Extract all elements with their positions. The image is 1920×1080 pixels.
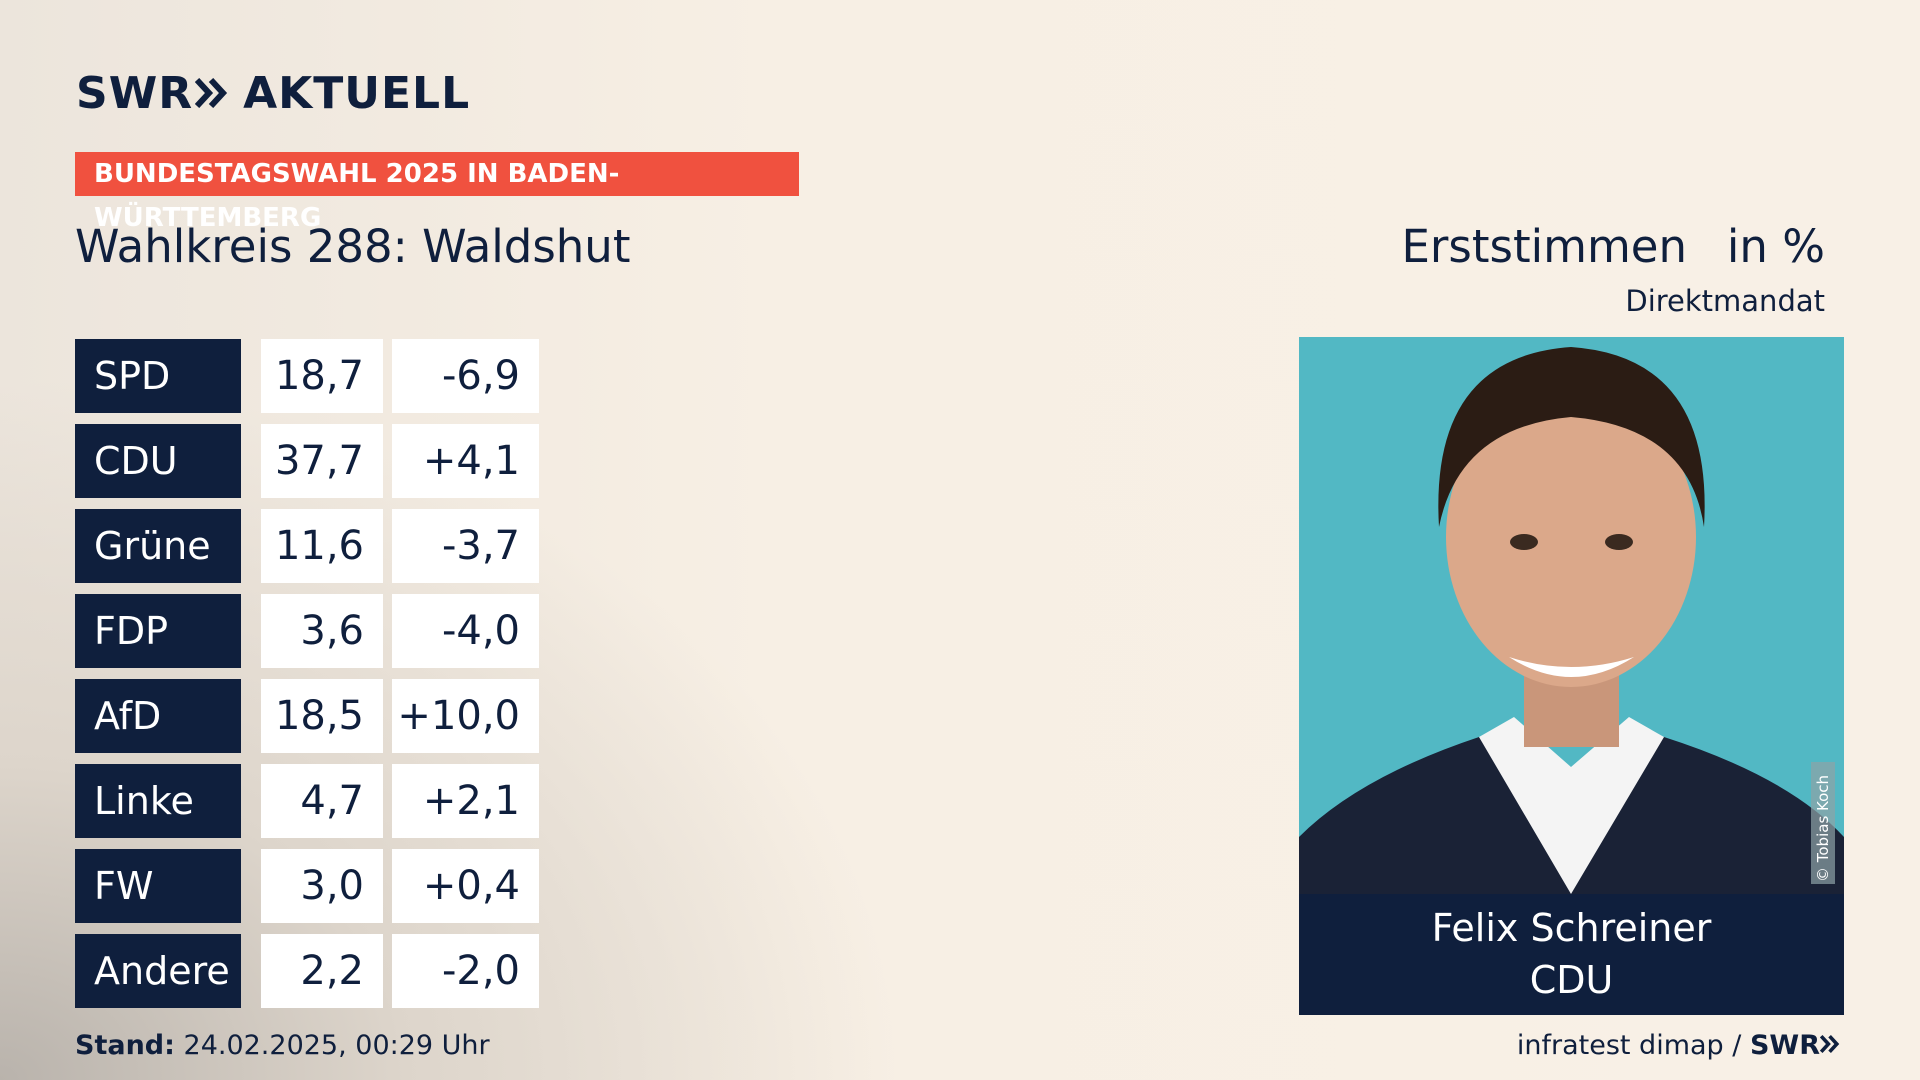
brand: SWR: [76, 68, 194, 119]
subtitle: Direktmandat: [1625, 284, 1825, 318]
party-name: FDP: [75, 594, 241, 668]
source: infratest dimap /: [1516, 1030, 1742, 1061]
party-name: Grüne: [75, 509, 241, 583]
footer-brand: SWR: [1749, 1030, 1820, 1061]
result-value: 2,2: [261, 934, 383, 1008]
party-name: Andere: [75, 934, 241, 1008]
result-value: 37,7: [261, 424, 383, 498]
banner: BUNDESTAGSWAHL 2025 IN BADEN-WÜRTTEMBERG: [75, 152, 799, 233]
party-name: SPD: [75, 339, 241, 413]
stand-label: Stand:: [75, 1030, 175, 1061]
result-value: 3,6: [261, 594, 383, 668]
result-change: -4,0: [392, 594, 539, 668]
result-value: 4,7: [261, 764, 383, 838]
brand-logo: SWR AKTUELL: [76, 68, 470, 119]
result-change: +4,1: [392, 424, 539, 498]
chevrons: [194, 77, 228, 109]
party-name: FW: [75, 849, 241, 923]
unit: in %: [1726, 220, 1825, 273]
result-change: -3,7: [392, 509, 539, 583]
candidate-box: Felix Schreiner CDU: [1299, 894, 1844, 1015]
party-name: Linke: [75, 764, 241, 838]
chevrons: [1819, 1034, 1840, 1054]
footer-source: infratest dimap / SWR: [1400, 1030, 1844, 1061]
brand-suffix: AKTUELL: [243, 68, 471, 119]
stand: 24.02.2025, 00:29 Uhr: [183, 1030, 490, 1061]
result-change: -2,0: [392, 934, 539, 1008]
result-value: 3,0: [261, 849, 383, 923]
result-change: +0,4: [392, 849, 539, 923]
candidate-photo: © Tobias Koch: [1299, 337, 1844, 894]
result-value: 18,5: [261, 679, 383, 753]
result-value: 18,7: [261, 339, 383, 413]
result-value: 11,6: [261, 509, 383, 583]
photo-credit: © Tobias Koch: [1814, 775, 1832, 882]
candidate-party: CDU: [1529, 958, 1614, 1002]
candidate-name: Felix Schreiner: [1431, 906, 1712, 950]
title: Wahlkreis 288: Waldshut: [75, 220, 631, 273]
result-change: -6,9: [392, 339, 539, 413]
footer-stand: Stand: 24.02.2025, 00:29 Uhr: [75, 1030, 490, 1061]
party-name: CDU: [75, 424, 241, 498]
result-change: +2,1: [392, 764, 539, 838]
result-change: +10,0: [392, 679, 539, 753]
measure: Erststimmen: [1401, 220, 1688, 273]
party-name: AfD: [75, 679, 241, 753]
